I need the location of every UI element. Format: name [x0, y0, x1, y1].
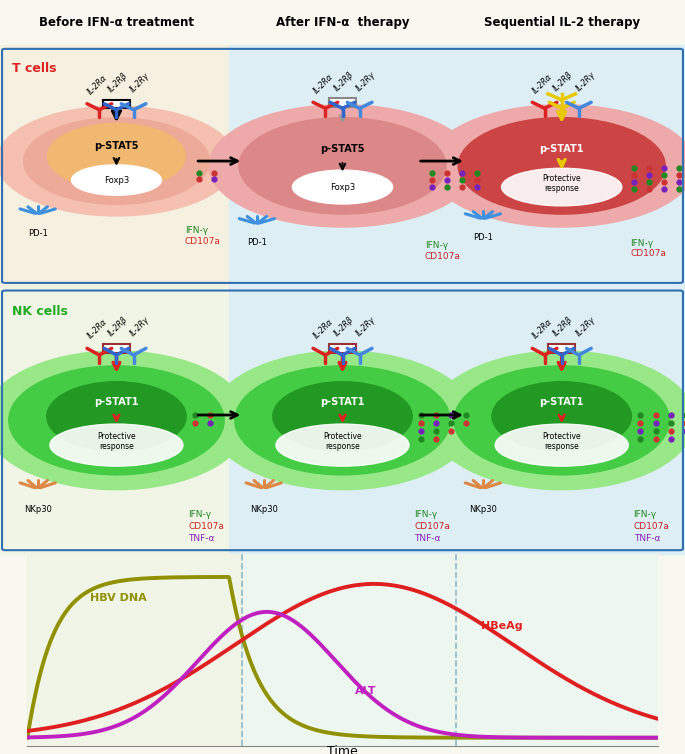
- Text: Protective
response: Protective response: [323, 432, 362, 452]
- Text: TNF-α: TNF-α: [634, 534, 660, 543]
- Text: p-STAT5: p-STAT5: [321, 145, 364, 155]
- Text: IFN-γ: IFN-γ: [425, 241, 448, 250]
- Text: Protective
response: Protective response: [543, 432, 581, 452]
- Text: IL-2Rγ: IL-2Rγ: [129, 315, 151, 338]
- Ellipse shape: [292, 170, 393, 204]
- Bar: [229, 45, 685, 287]
- Ellipse shape: [501, 168, 622, 206]
- Text: Protective
response: Protective response: [543, 174, 581, 194]
- Ellipse shape: [0, 351, 249, 489]
- Bar: [548, 344, 575, 353]
- Text: IFN-γ: IFN-γ: [634, 510, 657, 519]
- Text: ALT: ALT: [355, 686, 377, 696]
- Text: CD107a: CD107a: [188, 522, 224, 531]
- Text: Sequential IL-2 therapy: Sequential IL-2 therapy: [484, 16, 640, 29]
- Text: CD107a: CD107a: [425, 252, 460, 261]
- Ellipse shape: [50, 424, 183, 466]
- Text: HBV DNA: HBV DNA: [90, 593, 147, 603]
- Text: IL-2Rβ: IL-2Rβ: [551, 69, 575, 93]
- Text: PD-1: PD-1: [247, 238, 267, 247]
- Ellipse shape: [0, 106, 236, 216]
- Text: IL-2Rβ: IL-2Rβ: [106, 314, 129, 338]
- Bar: [329, 98, 356, 106]
- Text: TNF-α: TNF-α: [414, 534, 441, 543]
- Text: IL-2Rβ: IL-2Rβ: [332, 69, 356, 93]
- Text: IL-2Rα: IL-2Rα: [531, 72, 554, 95]
- Text: After IFN-α  therapy: After IFN-α therapy: [276, 16, 409, 29]
- Bar: [0, 45, 229, 287]
- Bar: [103, 100, 130, 108]
- Text: HBeAg: HBeAg: [481, 621, 523, 631]
- Text: IL-2Rγ: IL-2Rγ: [574, 70, 597, 93]
- Text: IL-2Rβ: IL-2Rβ: [551, 314, 575, 338]
- Text: IL-2Rα: IL-2Rα: [312, 72, 335, 95]
- Text: IL-2Rα: IL-2Rα: [312, 317, 335, 340]
- Ellipse shape: [492, 382, 632, 451]
- Bar: [329, 344, 356, 353]
- Text: IL-2Rα: IL-2Rα: [531, 317, 554, 340]
- Text: p-STAT1: p-STAT1: [540, 145, 584, 155]
- Ellipse shape: [23, 118, 210, 204]
- Text: IFN-γ: IFN-γ: [185, 226, 208, 235]
- Text: PD-1: PD-1: [27, 228, 48, 238]
- Text: IL-2Rα: IL-2Rα: [86, 73, 109, 97]
- Ellipse shape: [495, 424, 628, 466]
- Bar: [0, 287, 229, 554]
- Text: p-STAT5: p-STAT5: [95, 141, 138, 152]
- Text: p-STAT1: p-STAT1: [321, 397, 364, 406]
- Text: IL-2Rγ: IL-2Rγ: [355, 315, 377, 338]
- Text: CD107a: CD107a: [630, 250, 666, 259]
- Ellipse shape: [209, 105, 476, 227]
- Text: IFN-γ: IFN-γ: [188, 510, 212, 519]
- Ellipse shape: [454, 366, 669, 475]
- Text: IFN-γ: IFN-γ: [630, 238, 653, 247]
- Ellipse shape: [273, 382, 412, 451]
- Text: CD107a: CD107a: [634, 522, 669, 531]
- Text: Protective
response: Protective response: [97, 432, 136, 452]
- Text: Foxp3: Foxp3: [330, 182, 355, 192]
- Text: IL-2Rγ: IL-2Rγ: [129, 72, 151, 94]
- Text: NKp30: NKp30: [24, 504, 51, 513]
- Ellipse shape: [47, 124, 186, 189]
- Text: IFN-γ: IFN-γ: [414, 510, 438, 519]
- Ellipse shape: [458, 118, 665, 214]
- Bar: [27, 554, 242, 746]
- Ellipse shape: [9, 366, 224, 475]
- Ellipse shape: [71, 165, 162, 195]
- Text: p-STAT1: p-STAT1: [95, 397, 138, 406]
- Ellipse shape: [235, 366, 450, 475]
- Text: IL-2Rγ: IL-2Rγ: [574, 315, 597, 338]
- Text: Foxp3: Foxp3: [104, 176, 129, 185]
- Bar: [242, 554, 658, 746]
- Bar: [229, 287, 685, 554]
- Bar: [103, 344, 130, 353]
- Text: NK cells: NK cells: [12, 305, 68, 318]
- Text: T cells: T cells: [12, 62, 57, 75]
- Text: CD107a: CD107a: [185, 238, 221, 247]
- Ellipse shape: [429, 351, 685, 489]
- Text: NKp30: NKp30: [250, 504, 277, 513]
- Text: IL-2Rβ: IL-2Rβ: [332, 314, 356, 338]
- Text: IL-2Rγ: IL-2Rγ: [355, 70, 377, 93]
- Ellipse shape: [210, 351, 475, 489]
- Text: NKp30: NKp30: [469, 504, 497, 513]
- Text: PD-1: PD-1: [473, 234, 493, 243]
- Text: TNF-α: TNF-α: [188, 534, 215, 543]
- Ellipse shape: [239, 118, 446, 214]
- Text: IL-2Rβ: IL-2Rβ: [106, 71, 129, 94]
- Text: CD107a: CD107a: [414, 522, 450, 531]
- Text: Time: Time: [327, 745, 358, 754]
- Ellipse shape: [428, 105, 685, 227]
- Text: Before IFN-α treatment: Before IFN-α treatment: [39, 16, 194, 29]
- Ellipse shape: [276, 424, 409, 466]
- Text: p-STAT1: p-STAT1: [540, 397, 584, 406]
- Ellipse shape: [47, 382, 186, 451]
- Text: IL-2Rα: IL-2Rα: [86, 317, 109, 340]
